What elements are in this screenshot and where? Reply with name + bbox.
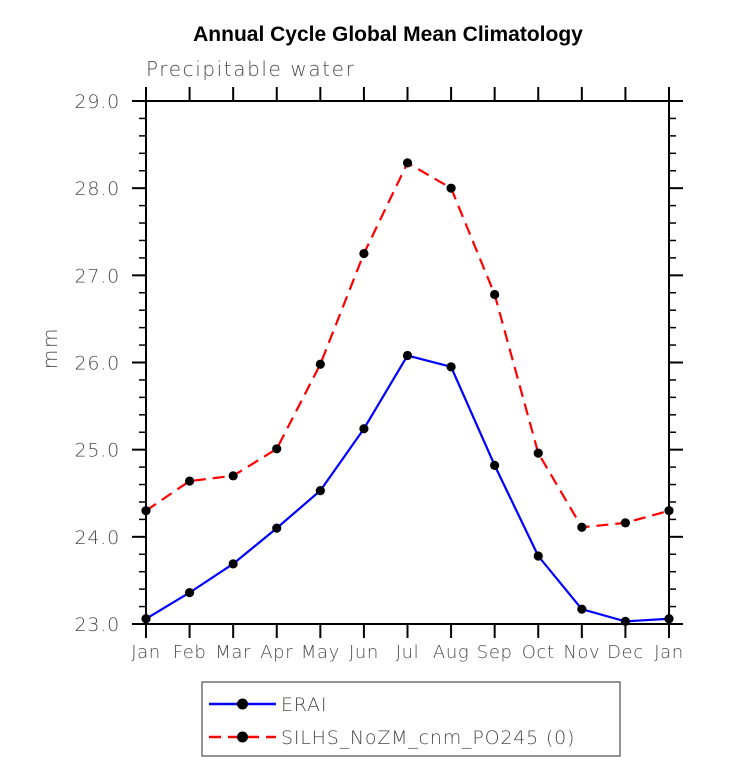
data-point-marker	[141, 614, 151, 624]
legend-label: SILHS_NoZM_cnm_PO245 (0)	[281, 727, 575, 749]
y-tick-label: 24.0	[74, 527, 120, 549]
x-tick-label: Jan	[654, 642, 684, 663]
plot-frame	[145, 100, 670, 625]
data-point-marker	[533, 551, 543, 561]
x-tick-label: Jan	[131, 642, 161, 663]
legend-label: ERAI	[281, 694, 327, 716]
data-point-marker	[184, 476, 195, 486]
data-point-marker	[446, 183, 456, 193]
data-point-marker	[533, 448, 543, 458]
y-tick-label: 27.0	[74, 265, 120, 287]
y-tick-label: 26.0	[74, 353, 120, 375]
x-tick-label: Mar	[215, 642, 251, 663]
data-point-marker	[141, 506, 151, 516]
y-tick-label: 23.0	[74, 614, 120, 636]
data-point-marker	[315, 486, 325, 496]
x-tick-label: Sep	[477, 642, 513, 663]
x-tick-label: Nov	[563, 642, 600, 663]
data-point-marker	[402, 350, 413, 361]
x-tick-label: Feb	[173, 642, 207, 663]
data-point-marker	[359, 424, 369, 434]
legend-marker	[237, 731, 248, 743]
data-point-marker	[272, 444, 282, 454]
data-point-marker	[228, 559, 238, 569]
x-tick-label: Jun	[349, 642, 379, 663]
data-point-marker	[620, 518, 631, 528]
data-point-marker	[664, 614, 674, 624]
x-tick-label: Jul	[396, 642, 420, 663]
series-line-erai	[145, 354, 670, 623]
legend: ERAI SILHS_NoZM_cnm_PO245 (0)	[201, 681, 621, 757]
data-point-marker	[620, 616, 631, 626]
x-tick-label: Apr	[260, 642, 293, 663]
data-point-marker	[446, 362, 456, 372]
x-tick-label: Dec	[607, 642, 644, 663]
chart-subtitle: Precipitable water	[146, 57, 355, 81]
data-point-marker	[577, 522, 587, 532]
series-line-silhs	[145, 161, 670, 529]
data-point-marker	[228, 471, 238, 481]
data-point-marker	[402, 158, 413, 168]
y-tick-label: 29.0	[74, 91, 120, 113]
x-tick-label: Oct	[522, 642, 555, 663]
data-point-marker	[359, 248, 369, 259]
legend-box	[201, 681, 621, 757]
data-point-marker	[490, 460, 500, 470]
y-tick-label: 25.0	[74, 440, 120, 462]
data-point-marker	[272, 523, 282, 533]
data-point-marker	[577, 604, 587, 614]
x-tick-label: Aug	[433, 642, 469, 663]
legend-marker	[237, 698, 248, 710]
data-point-marker	[315, 359, 325, 369]
data-point-marker	[184, 588, 195, 598]
data-point-marker	[664, 506, 674, 516]
data-point-marker	[490, 289, 500, 300]
y-tick-label: 28.0	[74, 178, 120, 200]
chart-title: Annual Cycle Global Mean Climatology	[193, 23, 583, 46]
x-tick-label: May	[301, 642, 340, 663]
plot-area: Jan Feb Mar Apr May Jun Jul Aug Sep Oct Nov Dec Jan 2…	[74, 87, 683, 663]
y-axis-label: mm	[38, 327, 62, 369]
